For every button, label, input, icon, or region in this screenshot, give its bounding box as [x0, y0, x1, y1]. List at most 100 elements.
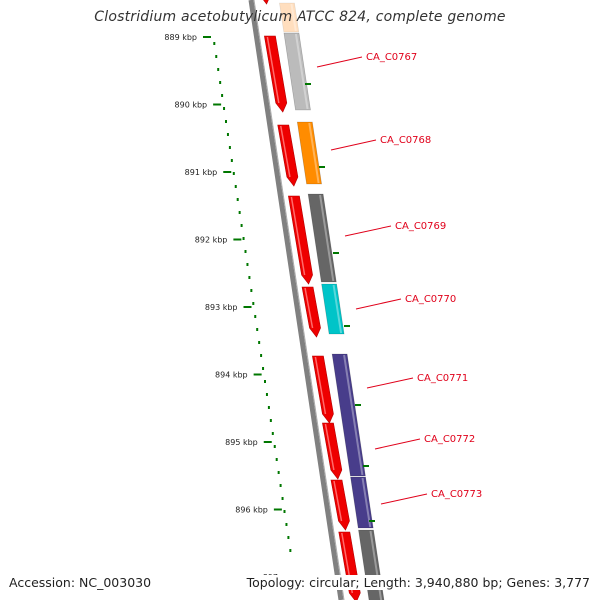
- gene-label-ca-c0770[interactable]: CA_C0770: [344, 294, 456, 327]
- ruler-dot: [256, 328, 259, 331]
- gene-block: [283, 32, 311, 111]
- forward-strand-genes: [279, 2, 385, 600]
- gene-leader-line: [355, 298, 402, 310]
- ruler-tick-label: 891 kbp: [185, 168, 218, 177]
- gene-label-text: CA_C0772: [424, 434, 475, 445]
- ruler-dot: [248, 276, 251, 279]
- gene-label-ca-c0771[interactable]: CA_C0771: [355, 373, 468, 406]
- ruler-dot: [269, 419, 272, 422]
- gene-leader-line: [380, 493, 428, 505]
- gene-arrow-red: [288, 195, 313, 285]
- ruler-dot: [236, 198, 239, 201]
- ruler-dot: [250, 289, 253, 292]
- ruler-dot: [279, 484, 282, 487]
- gene-arrow-red: [330, 479, 350, 531]
- gene-label-text: CA_C0773: [431, 489, 482, 500]
- gene-arrow-highlight: [290, 196, 306, 276]
- gene-label-ca-c0767[interactable]: CA_C0767: [305, 52, 417, 85]
- ruler-dot: [232, 172, 235, 175]
- gene-block: [331, 353, 366, 477]
- gene-arrow-red: [264, 35, 288, 113]
- ruler-dot: [230, 159, 233, 162]
- gene-block: [296, 121, 322, 185]
- ruler-dot: [260, 354, 263, 357]
- ruler-dot: [246, 263, 249, 266]
- gene-arrow-red: [322, 422, 343, 480]
- gene-arrow-highlight: [266, 36, 280, 104]
- gene-block-highlight: [319, 194, 335, 282]
- ruler-tick-label: 892 kbp: [195, 236, 228, 245]
- ruler-dot: [281, 497, 284, 500]
- gene-block: [350, 476, 374, 529]
- ruler-dot: [267, 406, 270, 409]
- gene-arrow-shape: [263, 0, 269, 5]
- ruler-dot: [228, 146, 231, 149]
- gene-arrow-shape: [322, 422, 343, 480]
- gene-block-highlight: [294, 33, 309, 110]
- gene-arrow-highlight: [324, 423, 335, 471]
- ruler-tick-label: 889 kbp: [164, 33, 197, 42]
- gene-label-ca-c0773[interactable]: CA_C0773: [369, 489, 482, 522]
- ruler-dot: [244, 250, 247, 253]
- gene-leader-line: [330, 139, 377, 151]
- gene-block: [279, 2, 300, 33]
- ruler-dot: [215, 55, 218, 58]
- reverse-strand-genes: [263, 0, 361, 600]
- gene-block: [307, 193, 337, 283]
- ruler-dot: [240, 224, 243, 227]
- ruler-dot: [234, 185, 237, 188]
- gene-label-text: CA_C0768: [380, 135, 431, 146]
- ruler-dot: [226, 133, 229, 136]
- gene-arrow-highlight: [304, 287, 314, 329]
- ruler-tick-label: 896 kbp: [235, 506, 268, 515]
- ruler-dot: [213, 42, 216, 45]
- kbp-ruler: 889 kbp 890 kbp 891 kbp 892 kbp 893 kbp 894 k…: [164, 33, 292, 582]
- gene-leader-line: [366, 377, 414, 389]
- ruler-dot: [289, 549, 292, 552]
- gene-arrow-red: [312, 355, 334, 424]
- gene-leader-line: [374, 438, 421, 450]
- gene-label-ca-c0768[interactable]: CA_C0768: [319, 135, 431, 168]
- gene-arrow-shape: [330, 479, 350, 531]
- genome-backbone: [248, 0, 344, 600]
- ruler-dot: [258, 341, 261, 344]
- ruler-dot: [271, 432, 274, 435]
- gene-leader-line: [344, 225, 392, 237]
- gene-label-text: CA_C0767: [366, 52, 417, 63]
- ruler-dot: [221, 94, 224, 97]
- ruler-dot: [217, 68, 220, 71]
- gene-labels: CA_C0767 CA_C0768 CA_C0769 CA_C0770 CA_C0771…: [305, 52, 482, 522]
- genome-backbone-highlight: [253, 0, 345, 600]
- gene-arrow-highlight: [314, 356, 327, 415]
- ruler-dot: [254, 315, 257, 318]
- ruler-tick-label: 890 kbp: [175, 101, 208, 110]
- gene-label-text: CA_C0769: [395, 221, 446, 232]
- ruler-dot: [283, 510, 286, 513]
- ruler-dot: [242, 237, 245, 240]
- gene-leader-line: [316, 56, 363, 68]
- ruler-dot: [287, 536, 290, 539]
- gene-arrow-red: [277, 124, 299, 187]
- gene-block-highlight: [308, 122, 320, 184]
- gene-block-highlight: [361, 477, 372, 528]
- accession-text: Accession: NC_003030: [9, 575, 152, 590]
- ruler-dot: [285, 523, 288, 526]
- gene-label-ca-c0769[interactable]: CA_C0769: [333, 221, 446, 254]
- ruler-dot: [262, 367, 265, 370]
- ruler-dot: [273, 445, 276, 448]
- gene-arrow-shape: [301, 286, 321, 338]
- ruler-tick-label: 893 kbp: [205, 303, 238, 312]
- gene-label-ca-c0772[interactable]: CA_C0772: [363, 434, 475, 467]
- gene-arrow-red: [301, 286, 321, 338]
- gene-arrow-highlight: [333, 480, 343, 522]
- gene-block-highlight: [290, 3, 297, 32]
- ruler-dot: [275, 458, 278, 461]
- ruler-dot: [265, 393, 268, 396]
- gene-arrow-red: [263, 0, 269, 5]
- ruler-dot: [252, 302, 255, 305]
- gene-label-text: CA_C0771: [417, 373, 468, 384]
- gene-label-text: CA_C0770: [405, 294, 456, 305]
- ruler-dot: [219, 81, 222, 84]
- ruler-dot: [238, 211, 241, 214]
